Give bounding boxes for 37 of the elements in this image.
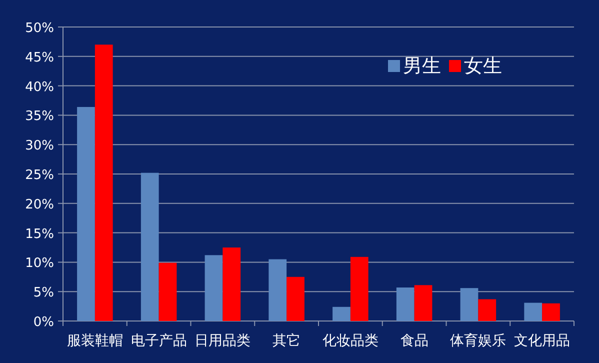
- bar: [460, 288, 478, 321]
- y-tick-label: 50%: [25, 21, 54, 36]
- y-tick-label: 30%: [25, 138, 54, 154]
- x-tick-label: 体育娱乐: [450, 332, 506, 349]
- bar: [350, 256, 368, 321]
- x-tick-label: 文化用品: [514, 333, 570, 349]
- bar: [542, 303, 560, 321]
- bar: [140, 172, 159, 321]
- bar: [94, 44, 113, 321]
- bar: [414, 285, 432, 321]
- y-tick-label: 0%: [33, 315, 54, 330]
- legend-label: 女生: [464, 55, 502, 77]
- bar: [478, 299, 496, 321]
- x-tick-label: 化妆品类: [322, 333, 378, 349]
- y-tick-label: 20%: [25, 197, 54, 212]
- x-tick-label: 其它: [272, 333, 301, 349]
- bar: [286, 276, 304, 321]
- y-tick-label: 10%: [25, 256, 54, 272]
- y-tick-label: 15%: [25, 226, 54, 242]
- x-tick-label: 日用品类: [194, 333, 251, 349]
- bar: [158, 262, 177, 321]
- y-tick-label: 25%: [25, 168, 54, 183]
- x-tick-label: 电子产品: [130, 333, 187, 349]
- bar: [524, 302, 542, 321]
- y-tick-label: 5%: [33, 286, 54, 301]
- legend-label: 男生: [403, 55, 441, 77]
- y-tick-label: 40%: [25, 80, 54, 95]
- x-tick-label: 服装鞋帽: [66, 333, 123, 349]
- bar: [268, 259, 287, 321]
- bar: [332, 306, 350, 321]
- bar: [396, 287, 414, 321]
- bar: [222, 248, 241, 321]
- bar: [77, 106, 95, 321]
- x-tick-label: 食品: [400, 333, 428, 349]
- y-tick-label: 35%: [25, 109, 54, 124]
- bar: [204, 255, 223, 321]
- y-tick-label: 45%: [25, 50, 54, 66]
